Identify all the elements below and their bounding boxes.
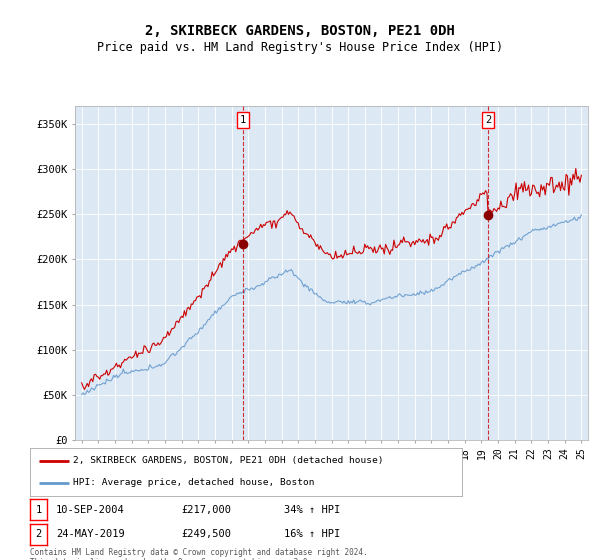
Text: 1: 1 bbox=[35, 505, 41, 515]
Text: 2: 2 bbox=[485, 115, 491, 125]
Text: 34% ↑ HPI: 34% ↑ HPI bbox=[284, 505, 340, 515]
Text: 16% ↑ HPI: 16% ↑ HPI bbox=[284, 529, 340, 539]
Text: 2, SKIRBECK GARDENS, BOSTON, PE21 0DH (detached house): 2, SKIRBECK GARDENS, BOSTON, PE21 0DH (d… bbox=[73, 456, 384, 465]
Text: HPI: Average price, detached house, Boston: HPI: Average price, detached house, Bost… bbox=[73, 478, 314, 487]
Text: 10-SEP-2004: 10-SEP-2004 bbox=[56, 505, 125, 515]
Text: Contains HM Land Registry data © Crown copyright and database right 2024.
This d: Contains HM Land Registry data © Crown c… bbox=[30, 548, 368, 560]
Text: £249,500: £249,500 bbox=[182, 529, 232, 539]
Text: £217,000: £217,000 bbox=[182, 505, 232, 515]
Text: 24-MAY-2019: 24-MAY-2019 bbox=[56, 529, 125, 539]
Text: Price paid vs. HM Land Registry's House Price Index (HPI): Price paid vs. HM Land Registry's House … bbox=[97, 41, 503, 54]
Text: 1: 1 bbox=[240, 115, 247, 125]
Text: 2, SKIRBECK GARDENS, BOSTON, PE21 0DH: 2, SKIRBECK GARDENS, BOSTON, PE21 0DH bbox=[145, 24, 455, 38]
Text: 2: 2 bbox=[35, 529, 41, 539]
